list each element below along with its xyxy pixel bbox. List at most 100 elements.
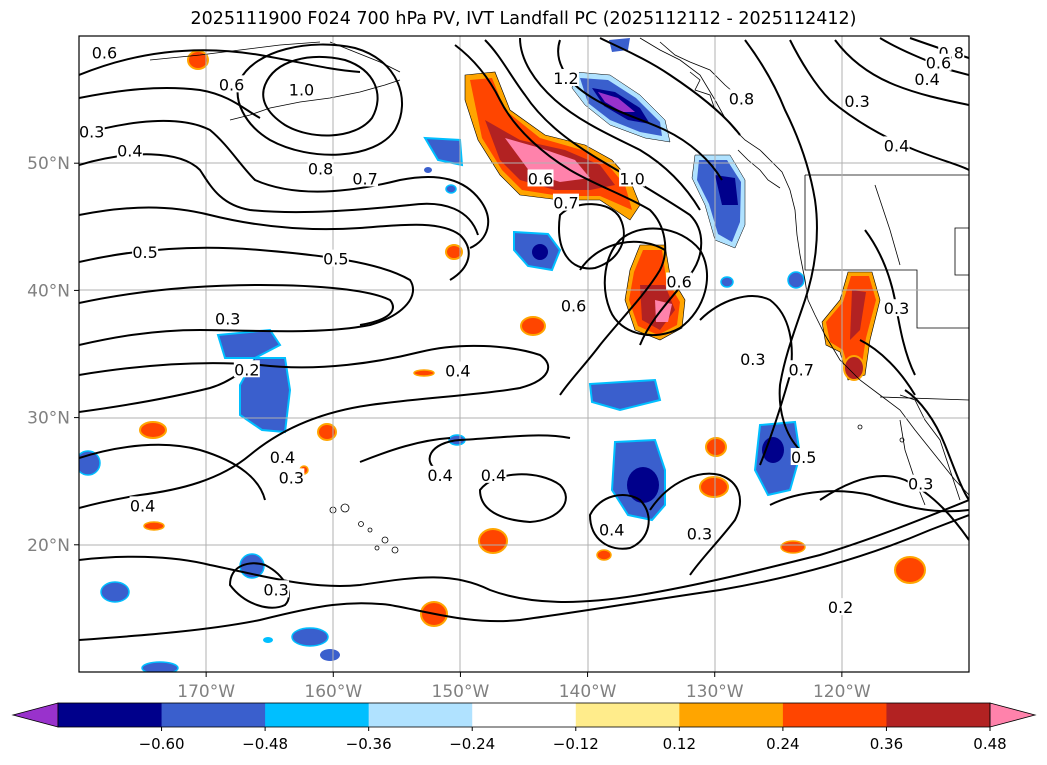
contour-label: 0.4 — [599, 521, 624, 540]
contour-label: 0.3 — [215, 309, 240, 328]
contour-label-bg — [907, 474, 934, 492]
colorbar-swatch — [368, 703, 473, 727]
contour-label-bg — [278, 468, 305, 486]
contour-label-bg — [269, 448, 296, 466]
contour-label-bg — [914, 70, 941, 88]
contour-label: 0.7 — [352, 169, 377, 188]
contour-label-bg — [925, 53, 952, 71]
contour-label: 0.5 — [323, 250, 348, 269]
coastlines — [149, 37, 969, 506]
contour-label: 0.4 — [117, 141, 142, 160]
lat-tick-label: 30°N — [27, 409, 70, 429]
contour-label-bg — [233, 360, 260, 378]
contour-label-bg — [827, 598, 854, 616]
contour-label: 1.2 — [553, 69, 578, 88]
colorbar: −0.60 −0.48 −0.36 −0.24 −0.12 0.12 0.24 0.36 0.4… — [11, 702, 1037, 753]
colorbar-tick-label: 0.36 — [870, 735, 903, 753]
colorbar-swatch — [782, 703, 887, 727]
contour-label: 0.3 — [884, 299, 909, 318]
contour-label: 0.3 — [79, 122, 104, 141]
colorbar-swatch — [472, 703, 577, 727]
colorbar-tick-label: 0.48 — [973, 735, 1006, 753]
contour-label-bg — [218, 75, 245, 93]
colorbar-frame — [57, 702, 991, 728]
contour-label: 0.4 — [130, 496, 155, 515]
contour-label: 0.4 — [914, 70, 939, 89]
colorbar-swatch — [575, 703, 680, 727]
contour-label-bg — [666, 272, 693, 290]
contour-label-bg — [480, 465, 507, 483]
contour-label: 0.4 — [884, 136, 909, 155]
contour-label: 0.2 — [234, 360, 259, 379]
contour-label-bg — [91, 43, 118, 61]
lon-tick-labels: 170°W 160°W 150°W 140°W 130°W 120°W — [177, 672, 871, 702]
contour-label: 0.7 — [788, 360, 813, 379]
contour-label-bg — [129, 496, 156, 514]
contour-label: 0.4 — [270, 448, 295, 467]
colorbar-tick-label: −0.60 — [139, 735, 185, 753]
lon-tick-label: 120°W — [813, 682, 871, 702]
colorbar-tick-label: −0.24 — [449, 735, 495, 753]
colorbar-tick-label: 0.12 — [663, 735, 696, 753]
colorbar-extend-min — [11, 702, 59, 728]
contour-label: 1.0 — [619, 169, 644, 188]
colorbar-tick-label: −0.12 — [553, 735, 599, 753]
contour-label: 0.3 — [687, 524, 712, 543]
contour-label-bg — [444, 361, 471, 379]
contour-label-bg — [307, 159, 334, 177]
contour-label: 0.6 — [926, 54, 951, 73]
lon-tick-label: 130°W — [686, 682, 744, 702]
map-title: 2025111900 F024 700 hPa PV, IVT Landfall… — [190, 9, 857, 29]
contour-label: 0.8 — [729, 89, 754, 108]
contour-label-bg — [527, 169, 554, 187]
contour-label-bg — [686, 524, 713, 542]
contour-label-bg — [322, 249, 349, 267]
contour-label-bg — [739, 350, 766, 368]
contour-label-bg — [132, 243, 159, 261]
contour-label-bg — [883, 299, 910, 317]
contour-label-bg — [288, 80, 315, 98]
lat-tick-label: 40°N — [27, 281, 70, 301]
contour-label: 0.4 — [445, 362, 470, 381]
contour-label: 0.3 — [740, 350, 765, 369]
contour-label: 0.4 — [481, 466, 506, 485]
contour-label: 0.7 — [553, 194, 578, 213]
contour-label-bg — [844, 91, 871, 109]
contour-label-bg — [790, 448, 817, 466]
contour-label: 0.3 — [263, 580, 288, 599]
lon-tick-label: 160°W — [304, 682, 362, 702]
lat-tick-label: 20°N — [27, 536, 70, 556]
contour-label-bg — [728, 89, 755, 107]
contour-label-bg — [352, 169, 379, 187]
contour-label-bg — [598, 520, 625, 538]
colorbar-swatch — [886, 703, 991, 727]
contour-label: 0.5 — [791, 448, 816, 467]
contour-label: 0.6 — [219, 75, 244, 94]
colorbar-swatch — [58, 703, 163, 727]
colorbar-swatch — [161, 703, 266, 727]
contour-label-bg — [788, 360, 815, 378]
shaded-fields — [79, 38, 926, 672]
contour-label: 0.6 — [528, 169, 553, 188]
contour-label-bg — [427, 465, 454, 483]
contour-label-bg — [883, 136, 910, 154]
lon-tick-label: 140°W — [559, 682, 617, 702]
colorbar-swatch — [679, 703, 784, 727]
islands — [329, 424, 905, 554]
contour-label-bg — [560, 296, 587, 314]
contour-label-bg — [552, 193, 579, 211]
lon-tick-label: 150°W — [432, 682, 490, 702]
contour-label: 0.3 — [279, 468, 304, 487]
pv-contours — [79, 37, 969, 641]
lat-tick-labels: 20°N 30°N 40°N 50°N — [27, 154, 79, 556]
contour-label-bg — [214, 309, 241, 327]
contour-label: 0.8 — [308, 159, 333, 178]
contour-label-bg — [619, 169, 646, 187]
contour-label: 0.6 — [561, 297, 586, 316]
contour-label-bg — [263, 580, 290, 598]
contour-labels: 0.60.6 1.00.30.40.80.70.5 0.50.30.20.40.30… — [79, 43, 965, 617]
colorbar-tick-label: −0.36 — [346, 735, 392, 753]
colorbar-tick-label: 0.24 — [766, 735, 799, 753]
lon-tick-label: 170°W — [177, 682, 235, 702]
contour-label: 0.4 — [427, 466, 452, 485]
